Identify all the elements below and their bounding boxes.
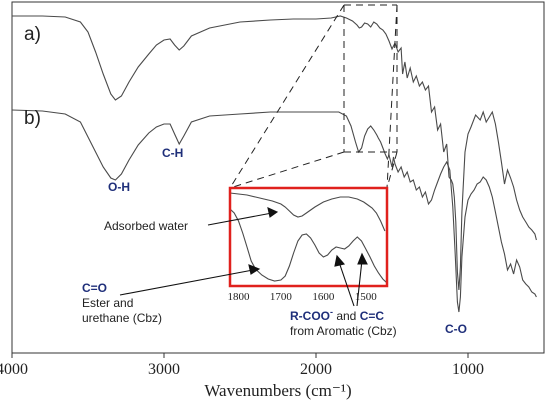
x-tick-label-1000: 1000 [452, 361, 484, 378]
zoom-guide-diagonal-right [386, 4, 398, 189]
inset-tick-label-1600: 1600 [312, 291, 335, 303]
ch-label: C-H [162, 146, 183, 160]
spectrum-a-label: a) [24, 24, 41, 45]
x-tick-label-4000: 4000 [0, 361, 28, 378]
inset-border [228, 186, 389, 288]
annotation-arrows [119, 207, 368, 307]
zoom-guide-lower-right [386, 151, 398, 189]
arrow-rcoo [338, 261, 355, 307]
arrow-adsorbed-water-head [267, 207, 279, 218]
spectrum-b-label: b) [24, 108, 41, 129]
oh-label: O-H [108, 180, 130, 194]
adsorbed-water-label: Adsorbed water [104, 219, 188, 233]
inset-tick-label-1500: 1500 [355, 291, 378, 303]
aromatic-label: from Aromatic (Cbz) [290, 324, 397, 338]
inset-tick-label-1700: 1700 [270, 291, 293, 303]
and-text: and [333, 309, 360, 323]
arrow-cc [356, 259, 363, 307]
ester-label-line1: Ester and [82, 296, 133, 310]
zoom-guide-diagonal-left [229, 4, 345, 189]
x-axis-label: Wavenumbers (cm⁻¹) [204, 381, 351, 400]
rcoo-superscript: - [330, 307, 333, 317]
x-tick-label-2000: 2000 [300, 361, 332, 378]
arrow-rcoo-head [334, 254, 346, 267]
zoom-guide-lower-left [229, 151, 345, 189]
arrow-adsorbed-water [207, 212, 273, 226]
ester-label-line2: urethane (Cbz) [82, 311, 162, 325]
plot-frame [11, 1, 545, 354]
spectrum-a-line [12, 15, 537, 291]
zoom-guides [229, 4, 398, 189]
cc-text: C=C [360, 309, 385, 323]
co-label: C-O [445, 322, 467, 336]
spectrum-b-line [11, 109, 537, 313]
inset-spectrum-a-line [229, 192, 386, 232]
rcoo-text: R-COO [290, 309, 330, 323]
arrow-c-eq-o [119, 269, 254, 296]
arrow-cc-head [357, 252, 368, 265]
inset-axis-ticks: 1800 1700 1600 1500 [227, 291, 377, 303]
rcoo-cc-label: R-COO- and C=C [290, 307, 384, 323]
arrow-c-eq-o-head [248, 264, 261, 275]
c-eq-o-label: C=O [82, 281, 107, 295]
x-axis-ticks: 4000 3000 2000 1000 [0, 353, 484, 378]
x-tick-label-3000: 3000 [148, 361, 180, 378]
inset-tick-label-1800: 1800 [227, 291, 250, 303]
